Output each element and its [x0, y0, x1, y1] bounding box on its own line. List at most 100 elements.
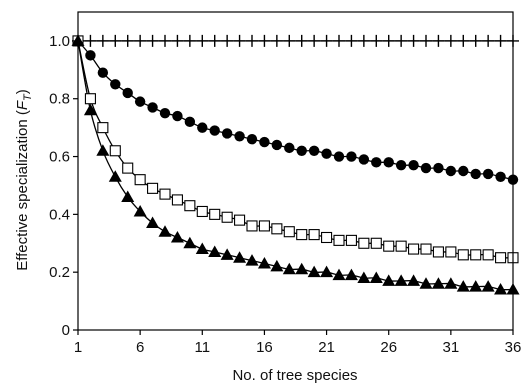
data-point-filled-triangle	[220, 248, 234, 260]
data-point-open-square	[457, 249, 469, 261]
data-point-filled-triangle	[170, 230, 184, 243]
data-markers	[71, 34, 520, 295]
data-point-plus	[345, 34, 358, 47]
data-point-filled-triangle	[295, 262, 309, 275]
data-point-filled-circle	[134, 96, 146, 107]
data-point-filled-triangle	[133, 204, 147, 217]
x-tick-label: 6	[136, 339, 144, 356]
data-point-filled-circle	[184, 116, 196, 128]
x-axis-title: No. of tree species	[232, 367, 357, 384]
data-point-open-square	[321, 231, 333, 244]
data-point-filled-triangle	[307, 265, 321, 278]
data-point-filled-triangle	[444, 277, 458, 289]
data-point-filled-circle	[246, 134, 258, 145]
data-point-filled-circle	[110, 79, 121, 90]
data-point-plus	[196, 34, 209, 47]
data-point-plus	[96, 34, 109, 47]
data-point-plus	[134, 34, 147, 47]
data-point-filled-circle	[458, 165, 469, 177]
data-point-plus	[444, 34, 457, 47]
data-point-filled-triangle	[282, 262, 296, 275]
data-point-filled-triangle	[195, 242, 209, 255]
data-point-open-square	[432, 246, 444, 258]
data-point-filled-triangle	[394, 274, 408, 286]
x-tick-label: 11	[194, 339, 210, 356]
data-point-open-square	[209, 208, 221, 220]
data-point-open-square	[333, 234, 345, 246]
data-point-filled-triangle	[257, 257, 271, 269]
y-axis-title-suffix: )	[14, 89, 31, 94]
data-point-open-square	[184, 200, 196, 212]
series-line-filled-circle	[77, 40, 514, 181]
y-axis-title-symbol: F	[14, 100, 31, 110]
data-point-plus	[333, 34, 345, 47]
y-tick-label: 0	[62, 322, 70, 339]
data-point-open-square	[358, 237, 370, 249]
data-point-open-square	[283, 226, 295, 238]
data-point-open-square	[395, 240, 407, 252]
data-point-filled-circle	[296, 145, 307, 156]
data-point-plus	[469, 34, 482, 47]
data-point-plus	[308, 34, 321, 47]
data-point-open-square	[408, 243, 420, 255]
y-tick-label: 1.0	[49, 33, 70, 50]
data-point-filled-triangle	[121, 190, 135, 203]
x-tick-label: 26	[380, 339, 397, 356]
data-point-open-square	[196, 205, 208, 218]
data-point-plus	[382, 34, 395, 47]
data-point-open-square	[159, 188, 171, 200]
data-point-open-square	[171, 194, 183, 206]
data-point-filled-triangle	[369, 271, 383, 283]
y-axis-title-subscript: T	[22, 93, 34, 101]
data-point-open-square	[258, 220, 270, 232]
data-point-open-square	[97, 122, 109, 134]
y-tick-label: 0.8	[49, 91, 70, 108]
data-point-open-square	[221, 211, 233, 223]
data-point-filled-circle	[259, 136, 270, 148]
data-point-filled-circle	[197, 122, 208, 133]
data-point-open-square	[122, 162, 134, 174]
data-point-plus	[171, 34, 184, 47]
data-point-plus	[121, 34, 134, 47]
data-point-filled-circle	[271, 139, 283, 151]
data-point-filled-triangle	[320, 265, 334, 278]
y-axis-title: Effective specialization (FT)	[14, 89, 34, 271]
data-point-filled-circle	[383, 157, 394, 168]
data-point-open-square	[234, 214, 246, 226]
axes	[77, 11, 514, 331]
data-point-filled-triangle	[158, 225, 172, 237]
data-point-filled-triangle	[481, 280, 495, 292]
data-point-open-square	[147, 182, 159, 194]
data-point-open-square	[134, 174, 146, 186]
y-axis-title-text: Effective specialization (	[14, 110, 31, 271]
y-tick-label: 0.4	[49, 206, 70, 223]
y-tick-label: 0.2	[49, 264, 70, 281]
data-point-filled-triangle	[357, 271, 371, 283]
data-point-open-square	[246, 220, 258, 232]
data-point-filled-triangle	[245, 254, 259, 266]
data-point-filled-triangle	[208, 245, 222, 257]
data-point-plus	[146, 34, 159, 47]
data-point-filled-circle	[321, 148, 332, 159]
data-point-filled-triangle	[419, 277, 433, 289]
data-point-filled-circle	[159, 107, 171, 119]
data-point-filled-circle	[408, 160, 419, 171]
x-tick-label: 31	[443, 339, 460, 356]
x-tick-label: 1	[74, 339, 82, 356]
data-point-filled-circle	[333, 151, 345, 162]
data-point-filled-circle	[420, 162, 432, 174]
data-point-plus	[233, 34, 246, 47]
data-point-plus	[370, 34, 383, 47]
data-point-plus	[208, 34, 221, 47]
plot-frame	[77, 11, 514, 331]
data-point-filled-triangle	[431, 277, 445, 289]
x-tick-label: 16	[256, 339, 273, 356]
data-point-open-square	[84, 93, 96, 105]
data-point-plus	[357, 34, 370, 47]
data-point-filled-circle	[433, 162, 444, 174]
data-point-open-square	[470, 249, 482, 261]
data-point-filled-circle	[284, 142, 295, 154]
data-point-filled-circle	[172, 110, 183, 122]
data-point-filled-triangle	[270, 259, 284, 272]
data-point-filled-circle	[395, 160, 407, 171]
